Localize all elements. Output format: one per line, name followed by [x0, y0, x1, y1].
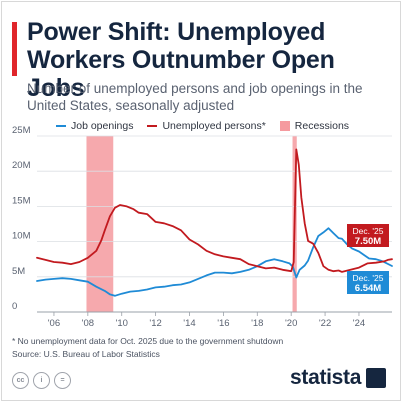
legend-label-unemployed: Unemployed persons*	[162, 120, 266, 132]
recession-band-1	[86, 136, 114, 312]
title-accent-bar	[12, 22, 17, 76]
x-tick-label: '08	[82, 318, 94, 329]
legend-swatch-recessions	[279, 121, 290, 131]
callout-unemployed-date: Dec. '25	[353, 226, 384, 236]
x-axis-labels: '06 '08 '10 '12 '14 '16 '18 '20 '22 '24	[48, 312, 365, 329]
footnote-source: Source: U.S. Bureau of Labor Statistics	[12, 349, 160, 359]
chart-title: Power Shift: Unemployed Workers Outnumbe…	[27, 18, 335, 102]
x-tick-label: '16	[217, 318, 229, 329]
callout-unemployed-value: 7.50M	[355, 236, 381, 247]
y-tick-label: 25M	[12, 125, 31, 136]
y-tick-label: 20M	[12, 160, 31, 171]
cc-icon: cc	[12, 372, 29, 389]
y-tick-label: 5M	[12, 266, 25, 277]
x-tick-label: '24	[353, 318, 365, 329]
callout-openings: Dec. '25 6.54M	[347, 271, 389, 294]
recession-bands	[86, 136, 297, 312]
grid	[37, 135, 392, 313]
y-tick-label: 15M	[12, 195, 31, 206]
x-tick-label: '14	[183, 318, 195, 329]
x-tick-label: '20	[285, 318, 297, 329]
callout-openings-value: 6.54M	[355, 283, 381, 294]
statista-logo: statista	[290, 366, 387, 390]
chart-subtitle: Number of unemployed persons and job ope…	[27, 81, 363, 113]
callout-unemployed-box	[347, 224, 389, 247]
callout-openings-box	[347, 271, 389, 294]
equals-icon: =	[54, 372, 71, 389]
series-line-job-openings	[36, 227, 393, 297]
series-line-unemployed	[36, 148, 393, 273]
y-tick-label: 0	[12, 301, 17, 312]
x-tick-label: '12	[149, 318, 161, 329]
x-tick-label: '18	[251, 318, 263, 329]
legend-label-recessions: Recessions	[294, 120, 350, 132]
callout-unemployed: Dec. '25 7.50M	[347, 224, 389, 247]
legend-swatch-unemployed	[147, 125, 158, 127]
callout-openings-date: Dec. '25	[353, 273, 384, 283]
y-tick-label: 10M	[12, 231, 31, 242]
footnote-note: * No unemployment data for Oct. 2025 due…	[12, 336, 284, 346]
footnote: * No unemployment data for Oct. 2025 due…	[12, 335, 392, 361]
attribution-icon: i	[33, 372, 50, 389]
legend: Job openings Unemployed persons* Recessi…	[56, 120, 349, 132]
series-lines	[36, 148, 393, 297]
x-tick-label: '10	[116, 318, 128, 329]
legend-swatch-job-openings	[56, 125, 66, 127]
license-icons: cc i =	[12, 372, 71, 389]
legend-item-unemployed: Unemployed persons*	[147, 120, 266, 132]
legend-item-job-openings: Job openings	[56, 120, 133, 132]
legend-item-recessions: Recessions	[279, 120, 350, 132]
x-tick-label: '06	[48, 318, 60, 329]
statista-logo-mark	[366, 368, 387, 388]
statista-logo-text: statista	[290, 366, 362, 389]
x-tick-label: '22	[319, 318, 331, 329]
legend-label-job-openings: Job openings	[71, 120, 134, 132]
y-axis-labels: 0 5M 10M 15M 20M 25M	[12, 125, 31, 312]
